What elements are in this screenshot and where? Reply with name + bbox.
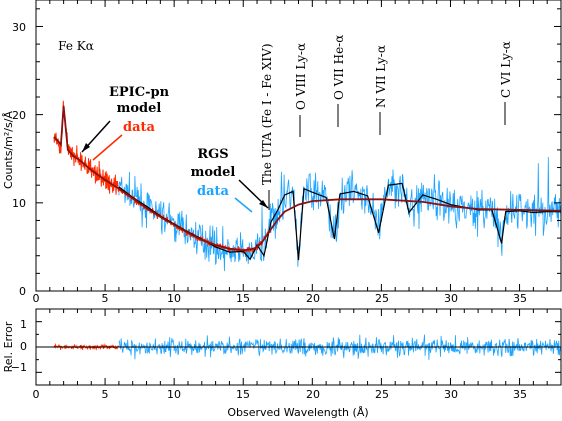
epic-data-label: data [123, 120, 156, 135]
residual-x-tick-label-35: 35 [513, 388, 527, 401]
residual-x-tick-label-20: 20 [306, 388, 320, 401]
x-tick-label-35: 35 [513, 292, 527, 305]
residual-x-tick-label-25: 25 [375, 388, 389, 401]
fe-ka-label: Fe Kα [58, 39, 94, 53]
uta-label: The UTA (Fe I - Fe XIV) [260, 44, 274, 186]
x-tick-label-5: 5 [102, 292, 109, 305]
epic-model-label-line2: model [117, 101, 162, 116]
x-tick-label-20: 20 [306, 292, 320, 305]
rgs-data-label: data [197, 184, 230, 199]
epic-legend-box: EPIC-pn model data [99, 82, 179, 138]
epic-model-series [53, 105, 562, 252]
residual-x-tick-label-30: 30 [444, 388, 458, 401]
spectrum-panel: 0 10 20 30 0 5 10 15 20 25 30 35 Counts/… [2, 0, 562, 305]
spectrum-axis-ticks [35, 0, 562, 292]
n7-label: N VII Ly-α [374, 45, 388, 108]
residual-y-axis-title: Rel. Error [2, 321, 15, 372]
epic-data-arrow [92, 134, 123, 161]
x-axis-title: Observed Wavelength (Å) [227, 406, 368, 419]
rgs-model-series [118, 182, 561, 261]
residual-y-tick-label-0: 0 [20, 340, 27, 353]
y-axis-title: Counts/m²/s/Å [2, 111, 15, 189]
rgs-data-series [118, 156, 562, 272]
rgs-data-arrow [234, 197, 253, 213]
epic-model-arrowhead [82, 143, 90, 152]
spectrum-data-layer [53, 100, 562, 272]
residual-x-tick-label-5: 5 [102, 388, 109, 401]
residual-x-tick-label-15: 15 [236, 388, 250, 401]
residual-panel: −1 0 1 0 5 10 15 20 25 30 35 Rel. Error … [2, 308, 562, 419]
residual-x-tick-label-10: 10 [167, 388, 181, 401]
o8-label: O VIII Ly-α [294, 43, 308, 110]
rgs-model-arrowhead [259, 200, 268, 208]
y-tick-label-20: 20 [12, 109, 26, 122]
x-tick-label-0: 0 [33, 292, 40, 305]
y-tick-label-30: 30 [12, 21, 26, 34]
residual-y-tick-label-neg1: −1 [11, 361, 27, 374]
x-tick-label-15: 15 [236, 292, 250, 305]
rgs-model-label-line2: model [191, 165, 236, 180]
residual-axis-ticks [35, 308, 562, 386]
x-tick-label-10: 10 [167, 292, 181, 305]
y-tick-label-10: 10 [12, 197, 26, 210]
x-tick-label-30: 30 [444, 292, 458, 305]
epic-model-label-line1: EPIC-pn [109, 85, 170, 100]
residual-x-tick-label-0: 0 [33, 388, 40, 401]
residual-data-layer [36, 334, 562, 360]
y-tick-label-0: 0 [19, 285, 26, 298]
o7-label: O VII He-α [332, 35, 346, 100]
x-tick-label-25: 25 [375, 292, 389, 305]
residual-y-tick-label-1: 1 [20, 318, 27, 331]
c6-label: C VI Ly-α [499, 41, 513, 98]
rgs-legend-box: RGS model data [188, 144, 238, 200]
rgs-model-label-line1: RGS [197, 147, 228, 162]
